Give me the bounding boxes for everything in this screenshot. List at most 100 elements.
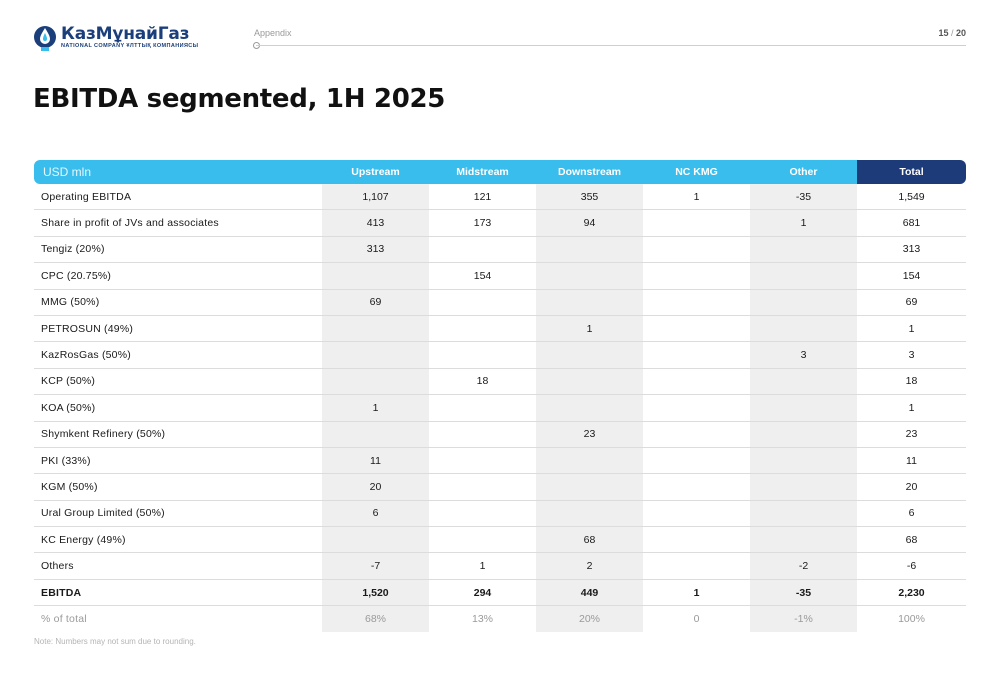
row-label: KazRosGas (50%) <box>34 341 322 369</box>
table-cell <box>429 289 536 316</box>
table-cell <box>750 421 857 448</box>
section-label: Appendix <box>254 28 292 38</box>
table-row: CPC (20.75%) 154 154 <box>34 262 966 290</box>
table-cell <box>750 500 857 528</box>
logo-tagline: NATIONAL COMPANY ҰЛТТЫҚ КОМПАНИЯСЫ <box>61 43 199 49</box>
table-cell <box>750 289 857 316</box>
table-cell: 18 <box>857 368 966 396</box>
table-row: % of total 68% 13% 20% 0 -1% 100% <box>34 605 966 632</box>
row-label: KCP (50%) <box>34 368 322 396</box>
table-cell: 154 <box>429 262 536 290</box>
table-cell <box>643 394 750 422</box>
table-cell: 1,107 <box>322 184 429 211</box>
kmg-logo: КазМұнайГаз NATIONAL COMPANY ҰЛТТЫҚ КОМП… <box>33 24 203 54</box>
table-row: EBITDA 1,520 294 449 1 -35 2,230 <box>34 579 966 607</box>
table-cell <box>750 473 857 501</box>
table-cell <box>322 341 429 369</box>
table-cell <box>429 394 536 422</box>
total-column-header: Total <box>857 160 966 184</box>
row-label: KGM (50%) <box>34 473 322 501</box>
table-cell: 1 <box>322 394 429 422</box>
table-row: Ural Group Limited (50%) 6 6 <box>34 500 966 528</box>
table-row: Operating EBITDA 1,107 121 355 1 -35 1,549 <box>34 184 966 211</box>
table-cell <box>750 262 857 290</box>
column-header: Other <box>750 160 857 184</box>
row-label: KOA (50%) <box>34 394 322 422</box>
table-row: Tengiz (20%) 313 313 <box>34 236 966 264</box>
table-cell <box>429 447 536 475</box>
table-cell: 100% <box>898 612 925 625</box>
table-cell <box>643 368 750 396</box>
page-indicator: 15 / 20 <box>938 28 966 38</box>
row-label: Share in profit of JVs and associates <box>34 209 322 237</box>
table-row: Share in profit of JVs and associates 413… <box>34 209 966 237</box>
table-cell: 68% <box>322 605 429 632</box>
table-cell <box>429 236 536 264</box>
oil-drop-logo-icon <box>34 26 56 51</box>
table-cell: 1 <box>536 315 643 343</box>
table-cell: 1 <box>643 184 750 211</box>
table-cell: 413 <box>322 209 429 237</box>
table-cell <box>429 526 536 554</box>
table-cell <box>643 526 750 554</box>
table-cell: 20 <box>857 473 966 501</box>
table-cell <box>429 315 536 343</box>
column-header: Downstream <box>536 160 643 184</box>
table-cell <box>429 341 536 369</box>
table-cell: 1 <box>857 394 966 422</box>
table-cell: 69 <box>322 289 429 316</box>
row-label: Ural Group Limited (50%) <box>34 500 322 528</box>
table-cell <box>643 209 750 237</box>
table-cell <box>536 341 643 369</box>
table-cell <box>643 473 750 501</box>
table-cell <box>750 394 857 422</box>
table-cell <box>536 500 643 528</box>
table-cell: 173 <box>429 209 536 237</box>
table-cell: 355 <box>536 184 643 211</box>
table-cell <box>643 262 750 290</box>
table-cell: 1 <box>750 209 857 237</box>
table-cell: -7 <box>322 552 429 580</box>
table-cell: 20 <box>322 473 429 501</box>
section-divider <box>256 45 966 46</box>
table-cell: -35 <box>750 184 857 211</box>
table-cell <box>536 368 643 396</box>
row-label: Shymkent Refinery (50%) <box>34 421 322 448</box>
table-row: PKI (33%) 11 11 <box>34 447 966 475</box>
table-row: Shymkent Refinery (50%) 23 23 <box>34 421 966 448</box>
table-cell: 2,230 <box>857 579 966 607</box>
table-row: PETROSUN (49%) 1 1 <box>34 315 966 343</box>
table-cell: 2 <box>536 552 643 580</box>
table-cell <box>429 473 536 501</box>
table-cell: 68 <box>857 526 966 554</box>
table-cell <box>536 447 643 475</box>
table-row: KGM (50%) 20 20 <box>34 473 966 501</box>
table-cell: -35 <box>750 579 857 607</box>
table-cell <box>322 368 429 396</box>
table-cell: 11 <box>857 447 966 475</box>
table-cell <box>643 447 750 475</box>
table-cell <box>643 552 750 580</box>
table-cell <box>429 500 536 528</box>
table-cell: 313 <box>857 236 966 264</box>
table-cell: 1 <box>857 315 966 343</box>
row-label: CPC (20.75%) <box>34 262 322 290</box>
table-cell: -6 <box>857 552 966 580</box>
table-header-row: USD mln Upstream Midstream Downstream NC… <box>34 160 966 184</box>
table-cell: 6 <box>322 500 429 528</box>
row-label: Operating EBITDA <box>34 184 322 211</box>
table-cell <box>643 289 750 316</box>
table-cell <box>750 236 857 264</box>
table-cell: 0 <box>693 612 700 625</box>
table-row: MMG (50%) 69 69 <box>34 289 966 316</box>
table-cell: -1% <box>750 605 857 632</box>
row-label: KC Energy (49%) <box>34 526 322 554</box>
table-cell <box>643 341 750 369</box>
row-label: EBITDA <box>34 579 322 607</box>
table-cell <box>750 526 857 554</box>
table-cell: 13% <box>471 612 493 625</box>
table-cell <box>750 447 857 475</box>
table-cell: 681 <box>857 209 966 237</box>
table-cell: 6 <box>857 500 966 528</box>
row-label: % of total <box>41 612 87 625</box>
